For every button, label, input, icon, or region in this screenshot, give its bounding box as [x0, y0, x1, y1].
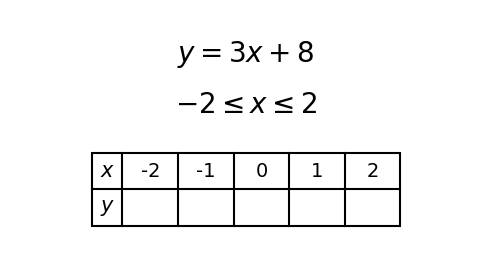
Text: $y$: $y$ — [99, 198, 115, 218]
Text: -2: -2 — [141, 162, 160, 181]
Text: -1: -1 — [196, 162, 216, 181]
Text: 1: 1 — [311, 162, 323, 181]
Text: $y = 3x + 8$: $y = 3x + 8$ — [178, 39, 314, 70]
Text: 2: 2 — [366, 162, 379, 181]
Text: $\mathrm{-2} \leq x \leq 2$: $\mathrm{-2} \leq x \leq 2$ — [175, 91, 317, 119]
Text: 0: 0 — [255, 162, 267, 181]
Text: $x$: $x$ — [99, 161, 115, 181]
